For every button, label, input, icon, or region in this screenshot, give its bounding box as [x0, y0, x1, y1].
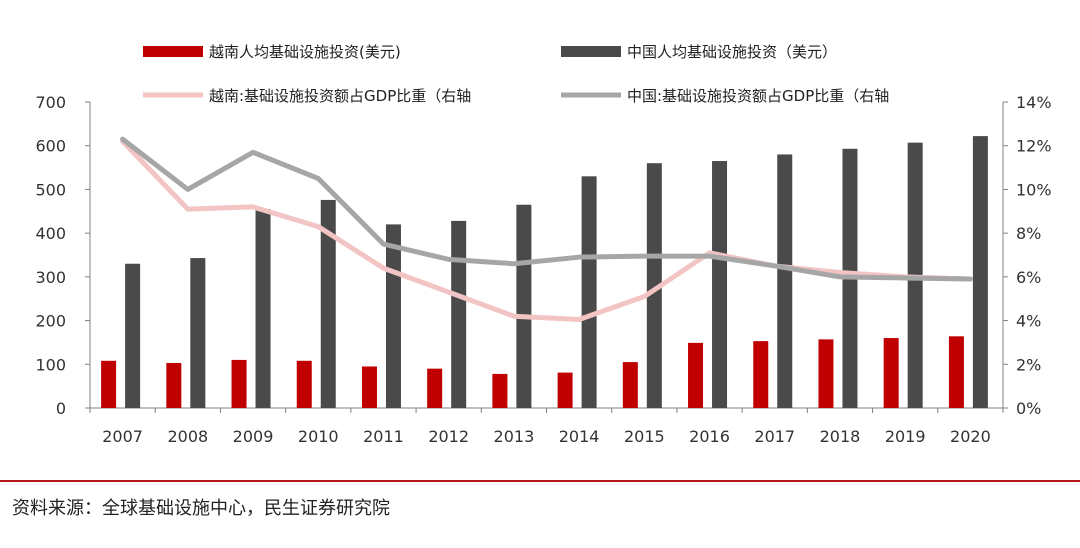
bar-china [320, 199, 336, 408]
bar-china [972, 136, 988, 408]
bar-vietnam [948, 336, 964, 408]
bar-china [646, 163, 662, 408]
bar-vietnam [622, 362, 638, 408]
legend-swatch-china-invest [561, 46, 621, 57]
bar-vietnam [557, 372, 573, 408]
y-left-tick-label: 300 [35, 268, 66, 287]
x-tick-label: 2019 [885, 427, 926, 446]
bar-china [516, 204, 532, 408]
y-right-tick-label: 0% [1016, 399, 1041, 418]
bar-vietnam [492, 373, 508, 408]
legend-label-vietnam-invest: 越南人均基础设施投资(美元) [209, 43, 401, 61]
bar-vietnam [753, 341, 769, 408]
y-right-tick-label: 14% [1016, 93, 1052, 112]
y-right-tick-label: 10% [1016, 180, 1052, 199]
axes: 0 100 200 300 400 500 600 700 0% 2% 4% 6% 8% 10% 12% 14… [35, 93, 1051, 446]
x-tick-label: 2016 [689, 427, 730, 446]
y-left-tick-label: 0 [56, 399, 66, 418]
combo-chart: 越南人均基础设施投资(美元) 中国人均基础设施投资（美元） 越南:基础设施投资额… [35, 43, 1051, 446]
x-tick-label: 2014 [559, 427, 600, 446]
lines [120, 136, 973, 322]
bar-vietnam [688, 342, 704, 408]
bar-vietnam [883, 338, 899, 408]
y-left-tick-label: 600 [35, 137, 66, 156]
bar-vietnam [166, 362, 182, 408]
legend-label-vietnam-gdp: 越南:基础设施投资额占GDP比重（右轴 [209, 87, 471, 105]
bar-china [385, 224, 401, 408]
x-tick-label: 2013 [494, 427, 535, 446]
x-tick-label: 2009 [233, 427, 274, 446]
bar-china [190, 258, 206, 408]
bar-vietnam [231, 359, 247, 408]
bar-china [125, 263, 141, 408]
bar-vietnam [818, 339, 834, 408]
bar-china [712, 161, 728, 408]
line-vietnam-gdp-share [120, 138, 973, 322]
y-left-tick-label: 100 [35, 355, 66, 374]
line-china-gdp-share [120, 136, 973, 282]
legend-label-china-invest: 中国人均基础设施投资（美元） [627, 43, 837, 61]
source-divider [0, 480, 1080, 482]
x-tick-label: 2015 [624, 427, 665, 446]
bar-china [451, 220, 467, 408]
y-left-tick-label: 200 [35, 312, 66, 331]
x-tick-label: 2020 [950, 427, 991, 446]
x-tick-label: 2008 [167, 427, 208, 446]
bar-vietnam [427, 368, 443, 408]
y-left-tick-label: 700 [35, 93, 66, 112]
x-tick-label: 2011 [363, 427, 404, 446]
x-tick-label: 2017 [754, 427, 795, 446]
bar-vietnam [296, 360, 312, 408]
legend-label-china-gdp: 中国:基础设施投资额占GDP比重（右轴 [627, 87, 889, 105]
legend-swatch-vietnam-invest [143, 46, 203, 57]
y-right-tick-label: 6% [1016, 268, 1041, 287]
bar-vietnam [101, 360, 117, 408]
legend: 越南人均基础设施投资(美元) 中国人均基础设施投资（美元） 越南:基础设施投资额… [143, 43, 889, 105]
x-tick-label: 2007 [102, 427, 143, 446]
bar-china [255, 209, 271, 408]
x-tick-label: 2012 [428, 427, 469, 446]
y-right-tick-label: 8% [1016, 224, 1041, 243]
bar-china [777, 154, 793, 408]
x-tick-label: 2010 [298, 427, 339, 446]
source-note: 资料来源：全球基础设施中心，民生证券研究院 [12, 498, 390, 519]
y-left-tick-label: 400 [35, 224, 66, 243]
y-right-tick-label: 12% [1016, 137, 1052, 156]
y-left-tick-label: 500 [35, 180, 66, 199]
x-tick-label: 2018 [820, 427, 861, 446]
bar-china [581, 176, 597, 408]
y-right-tick-label: 4% [1016, 312, 1041, 331]
bar-vietnam [361, 366, 377, 408]
y-right-tick-label: 2% [1016, 355, 1041, 374]
